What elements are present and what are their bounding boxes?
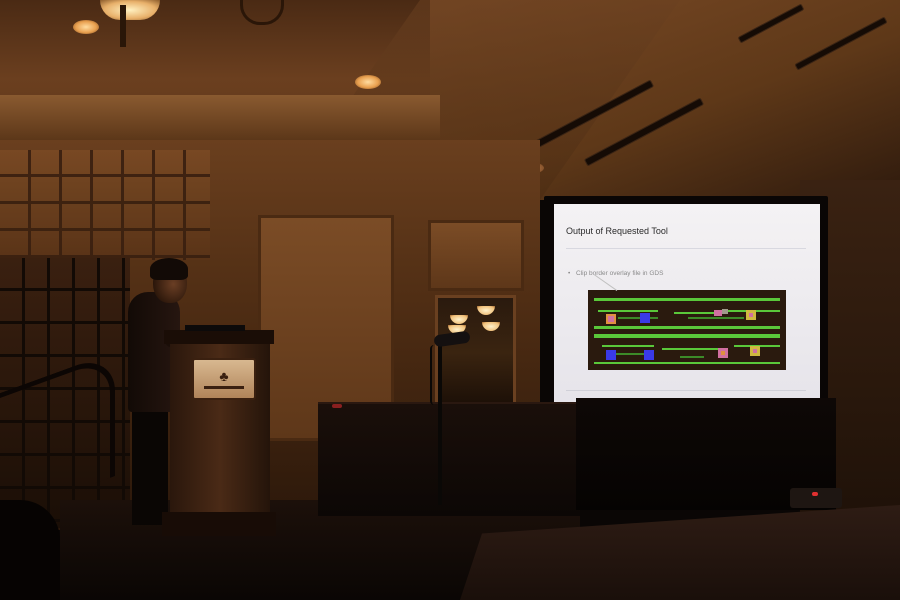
chandelier-hook xyxy=(240,0,284,25)
speaker-legs xyxy=(132,405,168,525)
clip-marker xyxy=(753,349,757,353)
metal-track xyxy=(594,362,780,364)
chandelier xyxy=(100,0,160,20)
foreground-shadow xyxy=(0,500,60,600)
microphone-cable xyxy=(430,345,438,405)
podium-base xyxy=(162,512,276,536)
logo-wordmark-bar xyxy=(204,386,244,389)
microphone-stand xyxy=(438,345,442,505)
chandelier-arm xyxy=(120,5,126,47)
clip-marker xyxy=(714,310,722,316)
wall-mirror xyxy=(435,295,516,411)
crown-molding xyxy=(0,95,440,140)
speaker-hair xyxy=(150,258,188,280)
layout-figure xyxy=(588,290,786,370)
recessed-light xyxy=(73,20,99,34)
panel-table xyxy=(318,402,580,516)
metal-track xyxy=(612,353,648,355)
podium-top xyxy=(164,330,274,344)
av-device xyxy=(790,488,842,508)
metal-track xyxy=(618,317,658,319)
metal-track xyxy=(680,356,704,358)
via-marker xyxy=(640,313,650,323)
clip-marker xyxy=(749,313,753,317)
via-marker xyxy=(606,350,616,360)
double-door xyxy=(0,258,130,528)
metal-track xyxy=(594,298,780,301)
wall-paneling xyxy=(0,150,210,260)
bullet-marker: • xyxy=(568,270,571,277)
projection-screen: Output of Requested Tool • Clip border o… xyxy=(554,204,820,402)
metal-track xyxy=(674,312,714,314)
clip-marker xyxy=(721,351,725,355)
sconce-lamp xyxy=(482,322,500,331)
metal-track xyxy=(602,345,654,347)
slide-bullet-text: Clip border overlay file in GDS xyxy=(576,270,664,277)
slide-footer-rule xyxy=(566,390,806,391)
metal-track xyxy=(594,326,780,329)
wall-panel xyxy=(428,220,524,291)
laptop xyxy=(185,325,245,331)
clip-marker xyxy=(722,309,728,314)
sconce-lamp xyxy=(448,325,466,334)
slide-divider xyxy=(566,248,806,249)
metal-track xyxy=(598,310,658,312)
sconce-lamp xyxy=(450,315,468,324)
metal-track xyxy=(688,317,744,319)
recessed-light xyxy=(355,75,381,89)
via-marker xyxy=(644,350,654,360)
podium-logo: ♣ xyxy=(192,358,256,400)
clip-marker xyxy=(608,316,614,322)
slide-title: Output of Requested Tool xyxy=(566,226,668,236)
table-device xyxy=(332,404,342,408)
metal-track xyxy=(594,334,780,338)
metal-track xyxy=(662,348,722,350)
tree-icon: ♣ xyxy=(219,368,229,384)
sconce-lamp xyxy=(477,306,495,315)
av-device-led xyxy=(812,492,818,496)
